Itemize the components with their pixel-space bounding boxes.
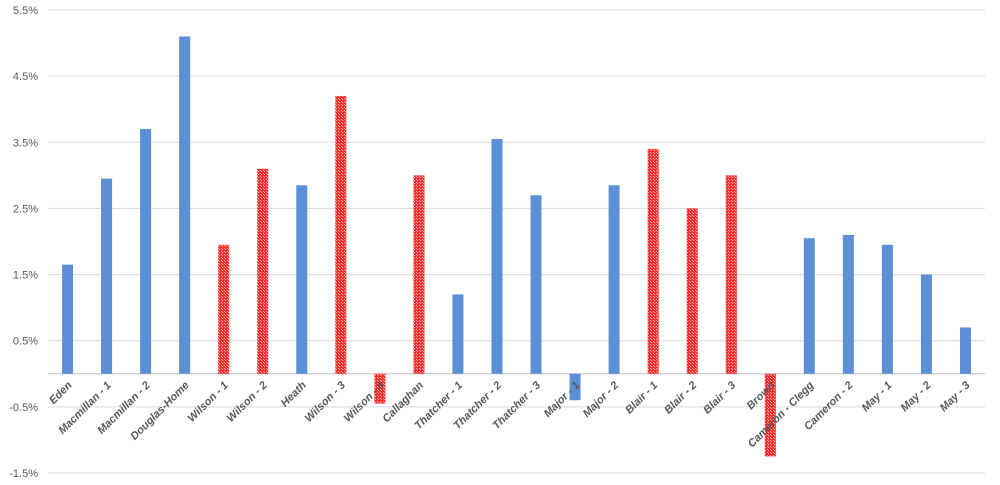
x-tick-label: Eden (47, 379, 75, 407)
bar-macmillan-1 (101, 178, 113, 374)
x-tick-label: Cameron - Clegg (746, 379, 817, 450)
bar-blair-3 (725, 175, 737, 374)
gridlines (48, 9, 985, 474)
bar-brown (764, 373, 776, 457)
bar-douglas-home (179, 36, 191, 374)
bar-cameron-clegg (803, 238, 815, 374)
x-tick-label: Wilson - 1 (186, 379, 231, 424)
bar-blair-2 (686, 208, 698, 374)
x-tick-label: Blair - 3 (701, 379, 738, 416)
bar-macmillan-2 (140, 129, 152, 374)
bar-wilson-4 (374, 373, 386, 404)
bar-blair-1 (647, 148, 659, 374)
x-tick-label: May - 2 (899, 379, 934, 414)
bar-eden (62, 264, 74, 374)
bar-thatcher-2 (491, 138, 503, 374)
x-tick-label: Heath (279, 379, 309, 409)
bar-may-2 (920, 274, 932, 374)
x-tick-label: Wilson - 2 (225, 379, 270, 424)
bar-wilson-1 (218, 244, 230, 374)
bar-major-1 (569, 373, 581, 401)
x-tick-label: Major - 2 (581, 379, 621, 419)
bar-thatcher-3 (530, 195, 542, 374)
y-tick-label: 2.5% (13, 203, 38, 215)
bar-thatcher-1 (452, 294, 464, 374)
bar-heath (296, 185, 308, 374)
y-tick-label: 1.5% (13, 270, 38, 282)
bar-wilson-2 (257, 168, 269, 374)
bar-wilson-3 (335, 95, 347, 374)
x-tick-label: May - 1 (860, 379, 895, 414)
bars (62, 36, 971, 457)
x-tick-label: Wilson - 3 (303, 379, 348, 424)
bar-cameron-2 (842, 234, 854, 374)
bar-callaghan (413, 175, 425, 374)
bar-major-2 (608, 185, 620, 374)
y-tick-label: 0.5% (13, 336, 38, 348)
bar-may-3 (959, 327, 971, 374)
y-tick-label: 4.5% (13, 71, 38, 83)
y-axis-ticks: -1.5% -0.5% 0.5% 1.5% 2.5% 3.5% 4.5% 5.5% (9, 5, 38, 480)
y-tick-label: 3.5% (13, 137, 38, 149)
x-tick-label: May - 3 (938, 379, 973, 414)
y-tick-label: -1.5% (9, 468, 38, 480)
x-tick-label: Blair - 1 (623, 379, 660, 416)
x-tick-label: Blair - 2 (662, 379, 699, 416)
y-tick-label: -0.5% (9, 402, 38, 414)
bar-may-1 (881, 244, 893, 374)
y-tick-label: 5.5% (13, 5, 38, 17)
